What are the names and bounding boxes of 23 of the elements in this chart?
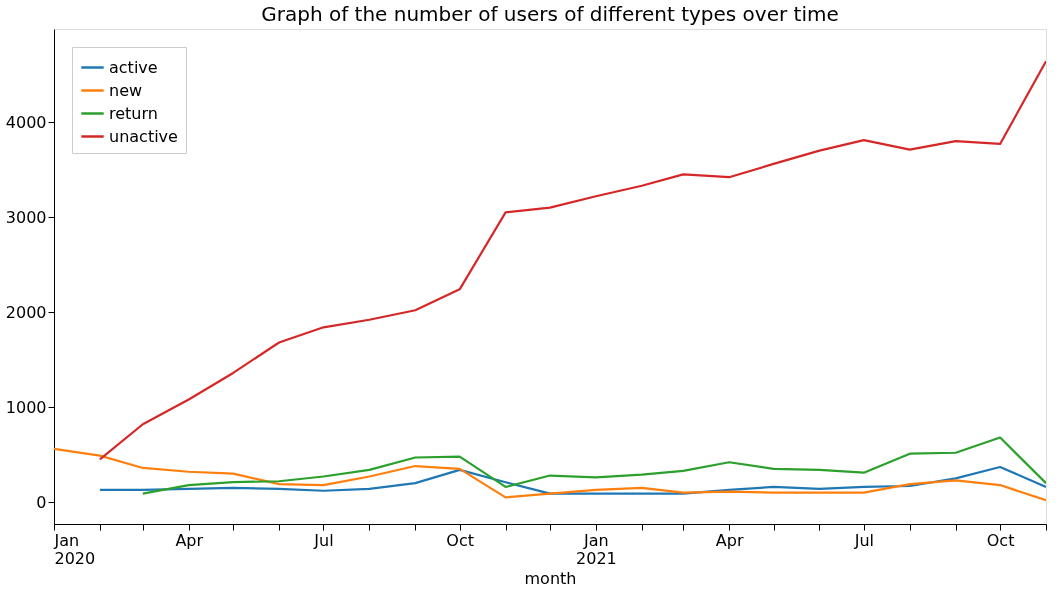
- legend-label: return: [109, 103, 158, 123]
- x-tick-label: Apr: [715, 530, 744, 550]
- x-tick-label: Jan 2020: [53, 530, 96, 568]
- x-tick-label: Jul: [853, 530, 875, 550]
- legend-label: active: [109, 57, 158, 77]
- y-tick-label: 3000: [5, 207, 47, 227]
- y-tick-label: 4000: [5, 112, 47, 132]
- y-tick-label: 0: [36, 492, 47, 512]
- x-tick-label: Jul: [313, 530, 334, 550]
- x-axis-title: month: [524, 568, 577, 588]
- chart-title: Graph of the number of users of different types over time: [261, 2, 839, 26]
- x-tick-label: Oct: [986, 530, 1015, 550]
- legend-label: new: [109, 80, 143, 100]
- y-tick-label: 2000: [5, 302, 47, 322]
- x-tick-label: Jan 2021: [576, 530, 617, 568]
- line-series: [98, 465, 1046, 495]
- y-tick-label: 1000: [5, 397, 47, 417]
- line-series: [141, 436, 1046, 495]
- x-tick-label: Apr: [175, 530, 204, 550]
- line-series: [54, 447, 1046, 502]
- legend-label: unactive: [109, 126, 178, 146]
- line-series: [98, 60, 1046, 461]
- x-tick-label: Oct: [446, 530, 475, 550]
